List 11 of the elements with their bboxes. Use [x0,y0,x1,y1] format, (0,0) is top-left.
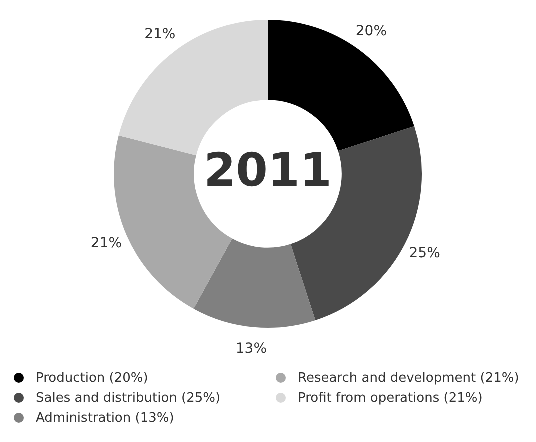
data-label: 25% [409,246,440,262]
data-label: 13% [236,340,267,357]
legend-label: Research and development (21%) [298,370,520,386]
text: 2011 [204,142,332,197]
legend-label: Administration (13%) [36,410,174,426]
data-label: 20% [356,23,388,40]
legend-label: Production (20%) [36,370,148,386]
data-label: 21% [144,26,176,43]
data-label: 21% [90,236,122,252]
legend-label: Sales and distribution (25%) [36,390,221,406]
legend-label: Profit from operations (21%) [298,390,483,406]
